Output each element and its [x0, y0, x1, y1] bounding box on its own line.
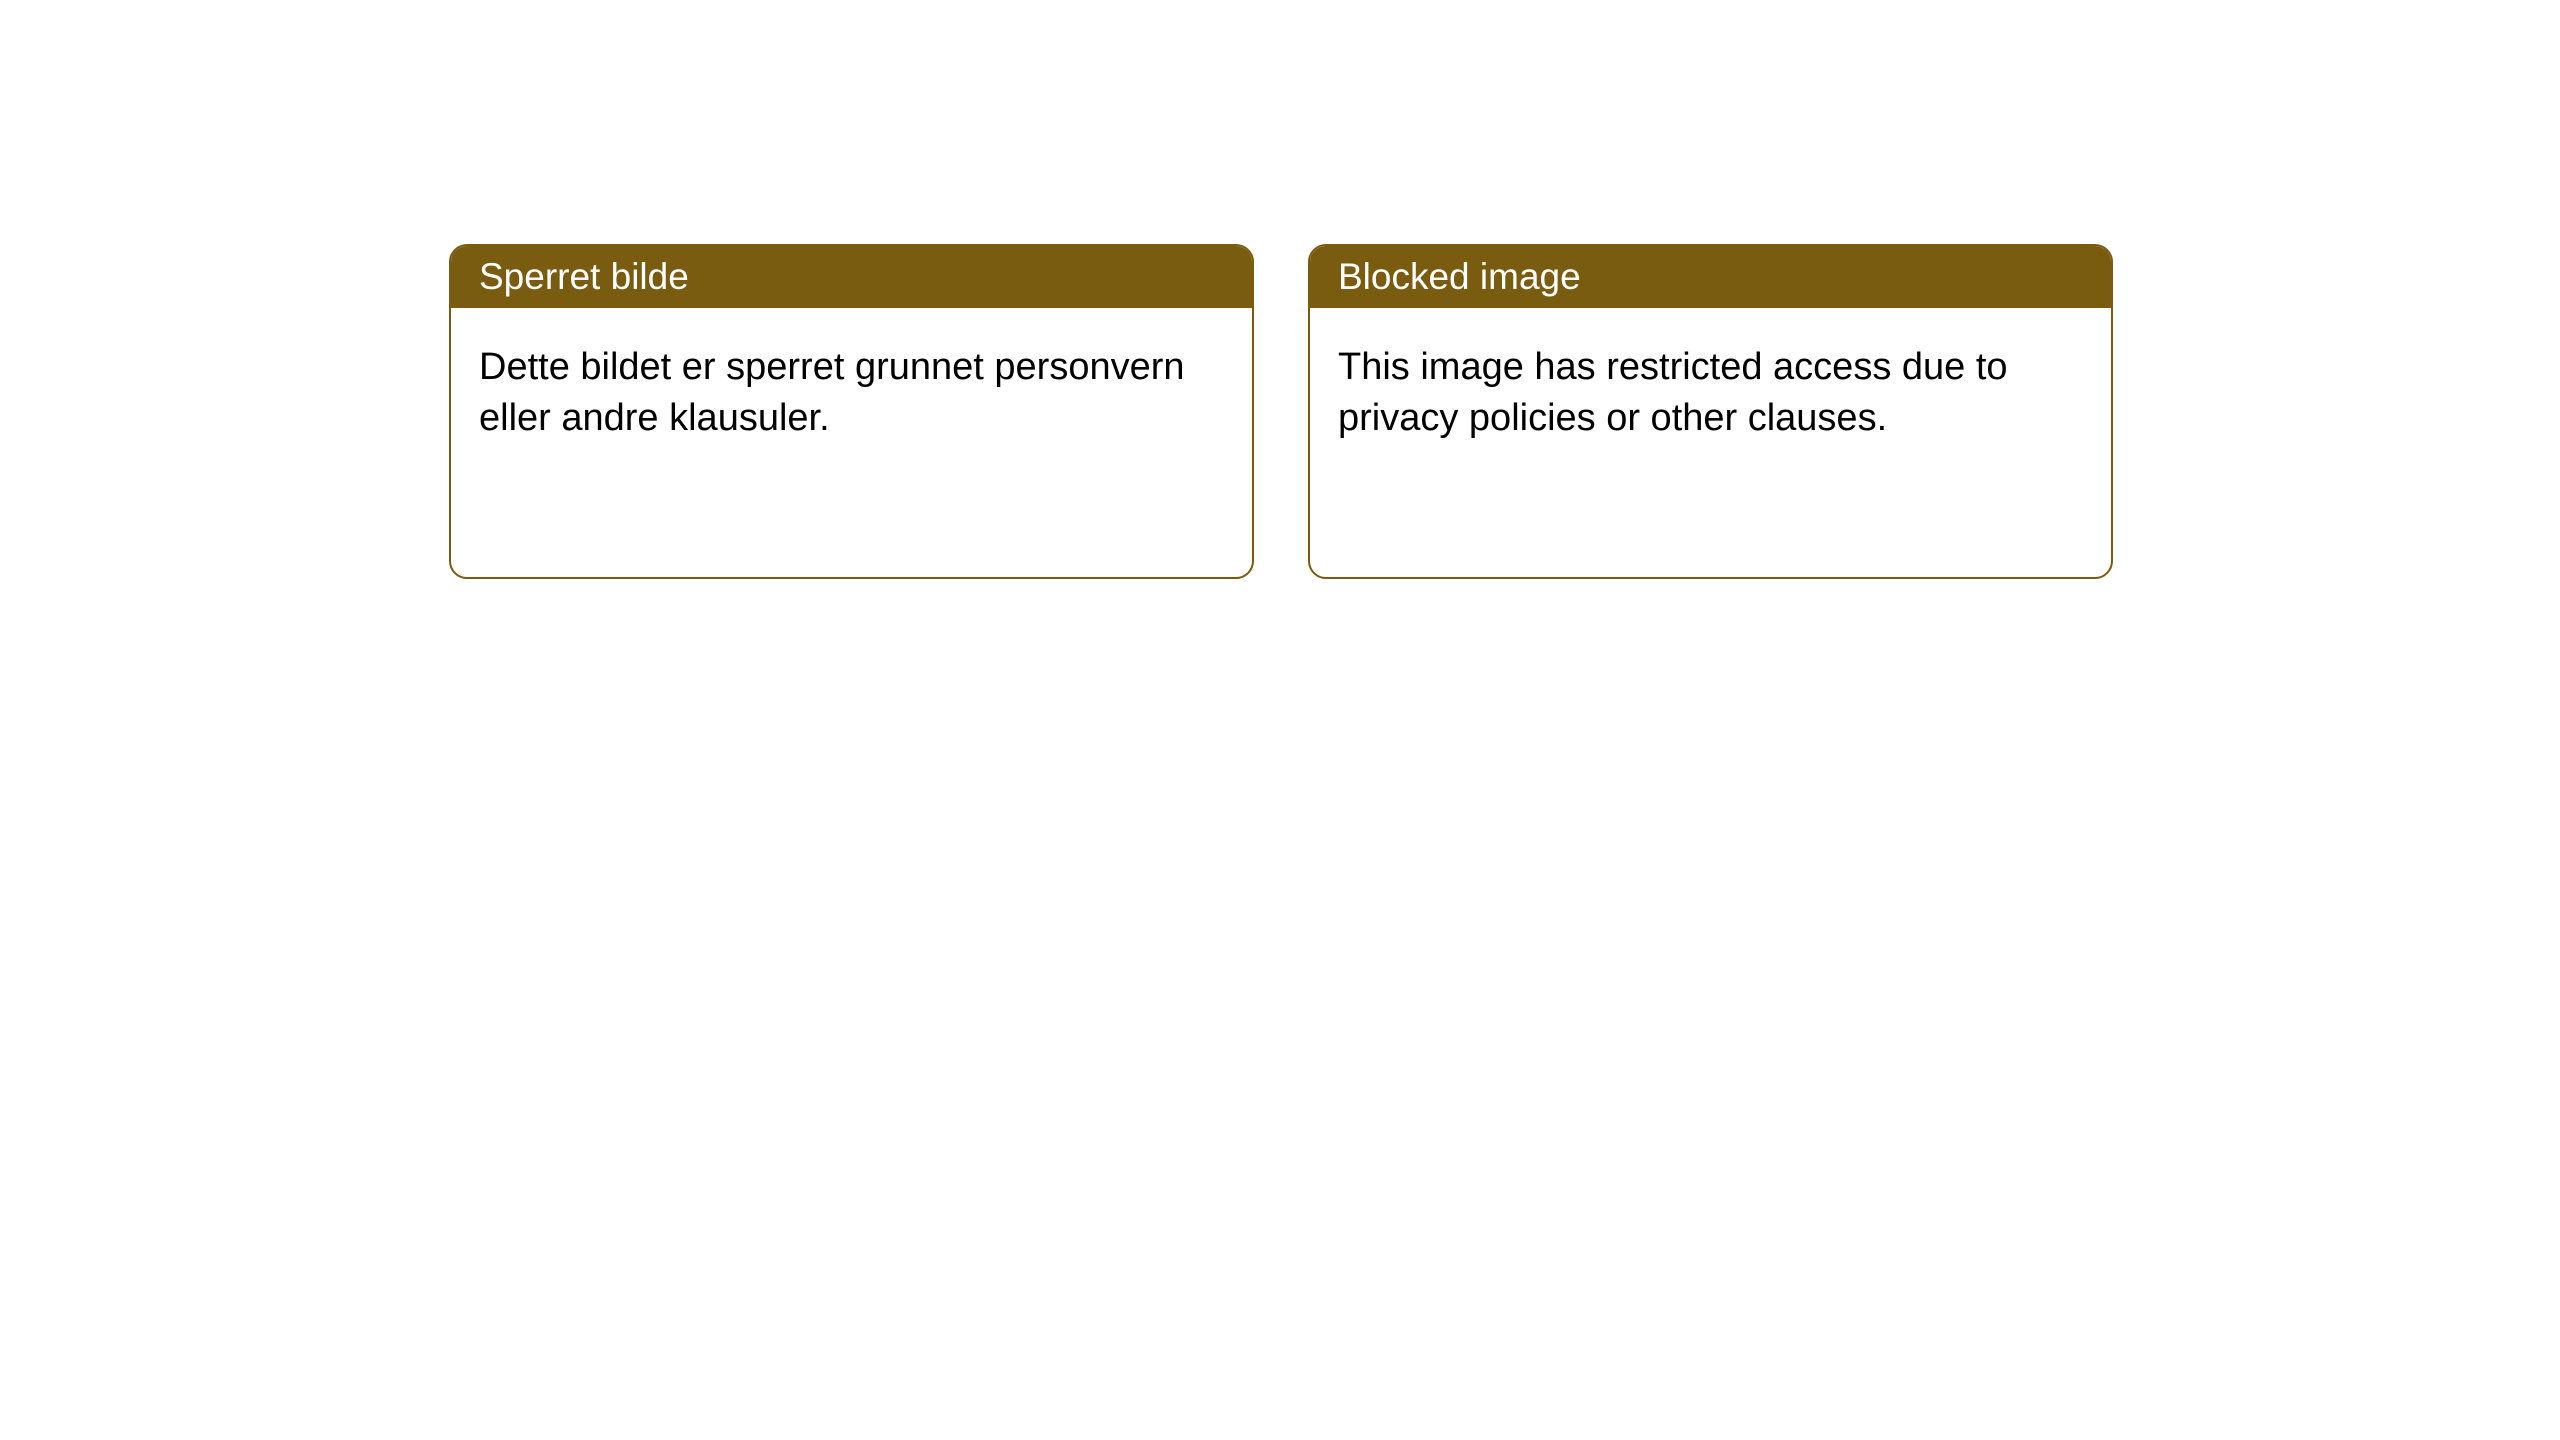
notice-body: This image has restricted access due to …	[1310, 308, 2111, 479]
notice-title: Sperret bilde	[451, 246, 1252, 308]
notice-body: Dette bildet er sperret grunnet personve…	[451, 308, 1252, 479]
notice-title: Blocked image	[1310, 246, 2111, 308]
notice-card-english: Blocked image This image has restricted …	[1308, 244, 2113, 579]
notice-card-norwegian: Sperret bilde Dette bildet er sperret gr…	[449, 244, 1254, 579]
notice-container: Sperret bilde Dette bildet er sperret gr…	[0, 0, 2560, 579]
